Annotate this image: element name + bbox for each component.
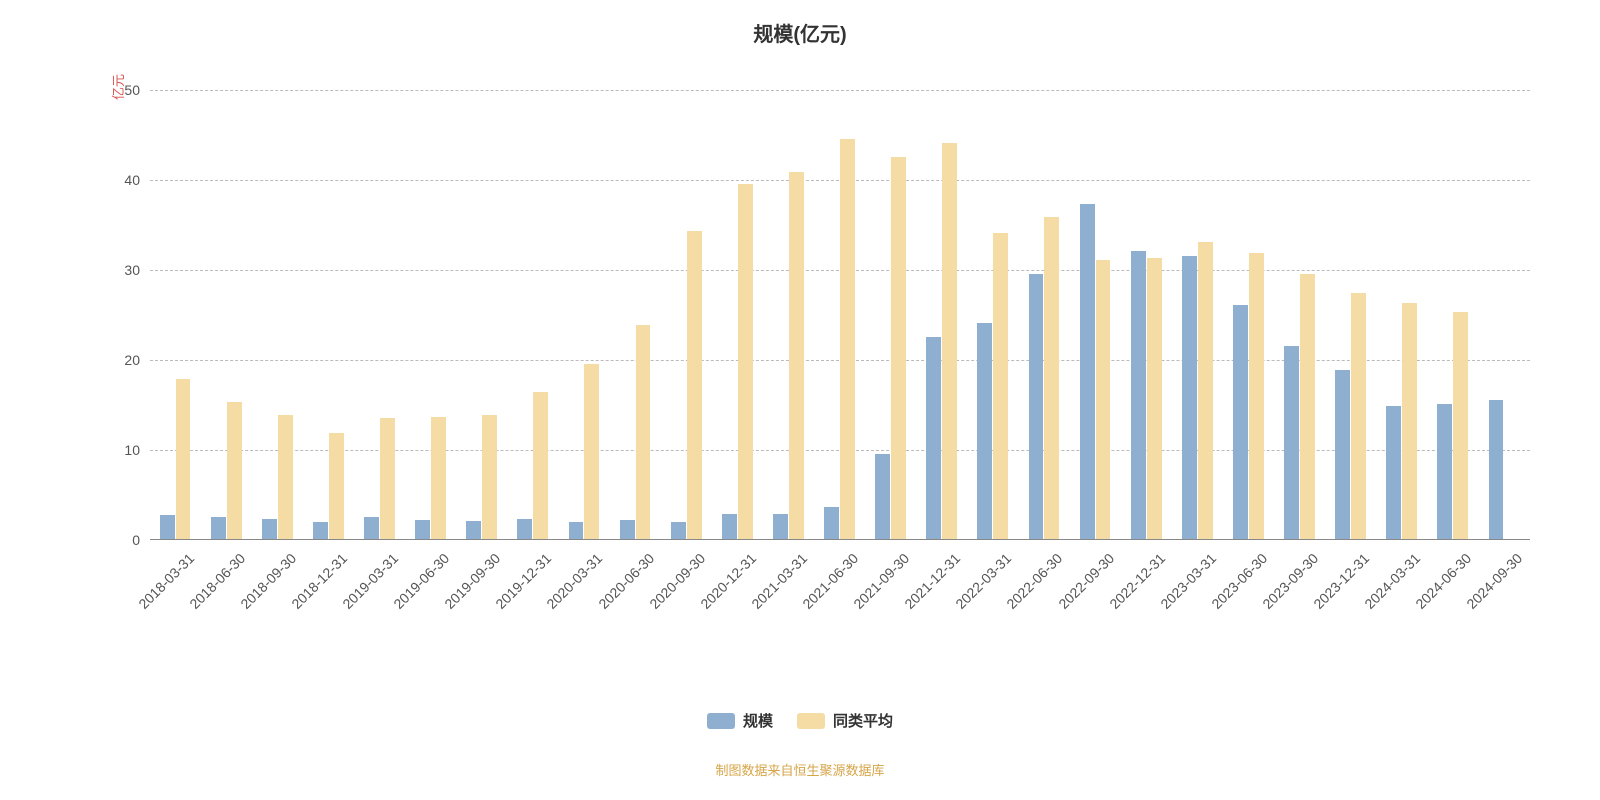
bar xyxy=(1335,370,1350,539)
bar xyxy=(176,379,191,539)
bar xyxy=(533,392,548,539)
bar xyxy=(1131,251,1146,539)
bar xyxy=(1044,217,1059,539)
bar xyxy=(1147,258,1162,539)
y-tick-label: 10 xyxy=(100,442,140,458)
bar xyxy=(466,521,481,539)
bar xyxy=(687,231,702,539)
bar xyxy=(671,522,686,539)
legend-swatch-icon xyxy=(797,713,825,729)
bar xyxy=(227,402,242,539)
bar xyxy=(1351,293,1366,539)
legend: 规模 同类平均 xyxy=(0,710,1600,731)
legend-item: 同类平均 xyxy=(797,710,893,731)
legend-swatch-icon xyxy=(707,713,735,729)
bar xyxy=(722,514,737,539)
y-tick-label: 20 xyxy=(100,352,140,368)
bar xyxy=(977,323,992,539)
footer-source: 制图数据来自恒生聚源数据库 xyxy=(0,760,1600,779)
bar xyxy=(584,364,599,540)
legend-item: 规模 xyxy=(707,710,773,731)
bar xyxy=(313,522,328,539)
bar xyxy=(1437,404,1452,539)
bar xyxy=(1386,406,1401,539)
bar xyxy=(824,507,839,539)
bar xyxy=(840,139,855,540)
bar xyxy=(773,514,788,539)
bar xyxy=(364,517,379,539)
bar xyxy=(1080,204,1095,539)
bar xyxy=(993,233,1008,539)
bar xyxy=(415,520,430,539)
bar xyxy=(262,519,277,539)
bar xyxy=(1249,253,1264,539)
bar xyxy=(636,325,651,539)
bar xyxy=(278,415,293,539)
bar xyxy=(738,184,753,540)
y-tick-label: 0 xyxy=(100,532,140,548)
bar xyxy=(1453,312,1468,539)
bar xyxy=(620,520,635,539)
bar xyxy=(942,143,957,539)
bar xyxy=(329,433,344,539)
y-tick-label: 40 xyxy=(100,172,140,188)
plot-area: 010203040502018-03-312018-06-302018-09-3… xyxy=(150,90,1530,540)
bar xyxy=(482,415,497,539)
bar xyxy=(431,417,446,539)
bar xyxy=(1489,400,1504,540)
bar xyxy=(517,519,532,539)
y-tick-label: 30 xyxy=(100,262,140,278)
legend-label: 同类平均 xyxy=(833,710,893,731)
chart-title: 规模(亿元) xyxy=(0,18,1600,47)
bar xyxy=(1029,274,1044,540)
bar xyxy=(1284,346,1299,540)
y-tick-label: 50 xyxy=(100,82,140,98)
bar xyxy=(1198,242,1213,539)
legend-label: 规模 xyxy=(743,710,773,731)
bar xyxy=(1096,260,1111,539)
bar xyxy=(1300,274,1315,540)
bar xyxy=(1402,303,1417,539)
bar xyxy=(211,517,226,540)
bar xyxy=(789,172,804,539)
bar xyxy=(380,418,395,539)
bar xyxy=(160,515,175,539)
bar xyxy=(891,157,906,540)
bar xyxy=(875,454,890,540)
grid-line xyxy=(150,90,1530,91)
bar xyxy=(569,522,584,539)
chart-container: 规模(亿元) 亿元 010203040502018-03-312018-06-3… xyxy=(0,0,1600,800)
bar xyxy=(1182,256,1197,540)
bar xyxy=(926,337,941,540)
bar xyxy=(1233,305,1248,539)
